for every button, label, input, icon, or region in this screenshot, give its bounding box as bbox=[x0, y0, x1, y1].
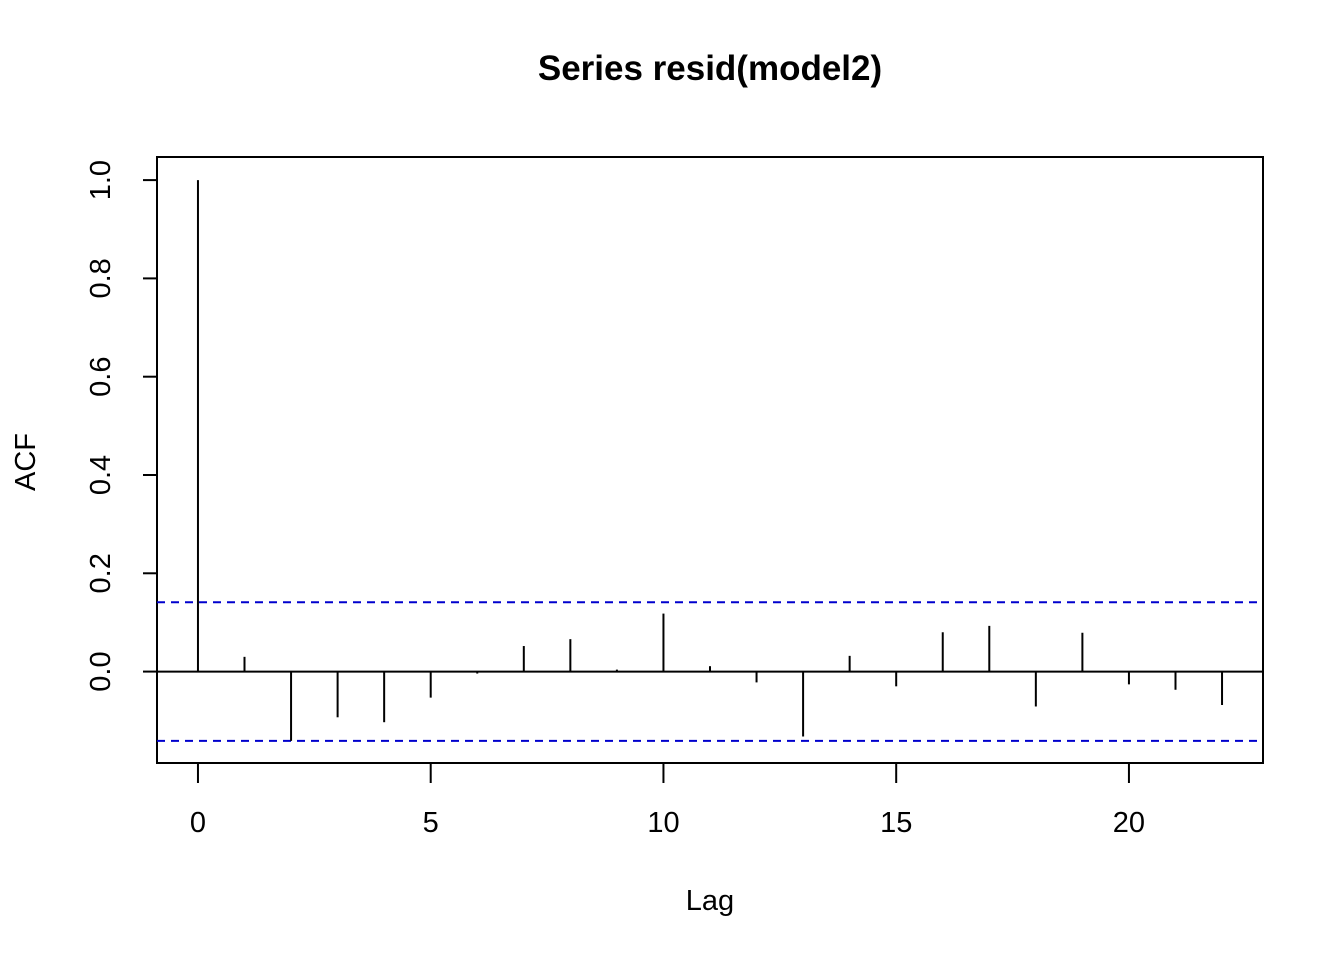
y-tick-label: 0.8 bbox=[85, 258, 117, 298]
chart-title: Series resid(model2) bbox=[538, 49, 882, 88]
x-axis-label: Lag bbox=[686, 885, 734, 917]
x-tick-label: 0 bbox=[190, 807, 206, 839]
y-tick-label: 0.2 bbox=[85, 553, 117, 593]
y-tick-label: 1.0 bbox=[85, 160, 117, 200]
y-axis: 0.0 0.2 0.4 0.6 0.8 1.0 bbox=[85, 160, 158, 692]
y-tick-label: 0.6 bbox=[85, 357, 117, 397]
y-tick-label: 0.0 bbox=[85, 651, 117, 691]
x-tick-label: 15 bbox=[880, 807, 912, 839]
x-tick-label: 5 bbox=[423, 807, 439, 839]
x-tick-label: 20 bbox=[1113, 807, 1145, 839]
acf-bars bbox=[157, 180, 1263, 742]
x-tick-label: 10 bbox=[647, 807, 679, 839]
y-tick-label: 0.4 bbox=[85, 455, 117, 495]
x-axis: 0 5 10 15 20 bbox=[190, 762, 1145, 839]
y-axis-label: ACF bbox=[10, 433, 42, 491]
